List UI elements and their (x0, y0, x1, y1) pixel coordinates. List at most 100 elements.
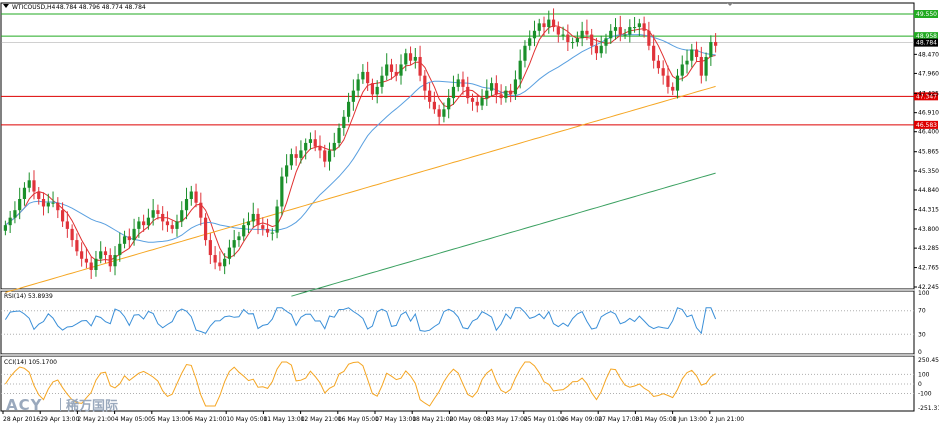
candle-body (642, 23, 646, 31)
rsi-line (4, 307, 717, 335)
candle-body (3, 225, 7, 231)
candle-body (590, 34, 594, 46)
candle-body (232, 240, 236, 248)
candle-body (242, 225, 246, 237)
candle-body (132, 228, 136, 241)
candle-body (146, 217, 150, 226)
candle-body (466, 86, 470, 99)
rsi-tick-label: 100 (918, 290, 930, 297)
candle-body (408, 53, 413, 61)
candle-body (294, 154, 298, 158)
candle-body (494, 83, 498, 95)
level-label: 47.347 (916, 93, 937, 100)
price-tick-label: 44.315 (918, 207, 939, 214)
candle-body (313, 139, 317, 147)
candle-body (99, 251, 103, 259)
candle-body (170, 225, 174, 229)
candle-body (280, 176, 284, 207)
candle-body (151, 210, 155, 218)
logo-brand: ACY (6, 396, 43, 414)
time-tick-label: 26 May 09:00 (561, 416, 602, 423)
panel-separator (1, 354, 914, 356)
candle-body (652, 45, 656, 61)
candle-body (442, 109, 446, 117)
price-tick-label: 43.800 (918, 226, 939, 233)
candle-body (542, 23, 546, 28)
time-tick-label: 17 May 13:00 (375, 416, 416, 423)
candle-body (404, 53, 408, 65)
candle-body (399, 64, 403, 76)
cci-axis: 250.4562 100 0 -100 -251.3136 (918, 357, 939, 412)
ma-fast-line (5, 25, 716, 261)
candle-body (70, 228, 74, 241)
rsi-tick-label: 30 (918, 331, 926, 338)
candle-body (709, 42, 713, 57)
candle-body (389, 64, 394, 72)
candle-body (704, 56, 708, 76)
level-price-tag (914, 38, 938, 47)
candle-body (451, 86, 456, 99)
candle-body (142, 221, 146, 226)
candle-body (680, 64, 684, 76)
candle-body (671, 86, 675, 91)
candle-body (18, 198, 22, 211)
candle-body (528, 38, 532, 46)
price-tick-label: 43.285 (918, 245, 939, 252)
candle-body (237, 236, 241, 241)
collapse-arrow-icon[interactable] (3, 4, 9, 8)
candle-body (594, 45, 599, 54)
candle-body (499, 94, 503, 99)
candle-body (75, 240, 79, 252)
candle-body (661, 68, 665, 76)
price-tick-label: 46.910 (918, 110, 939, 117)
time-tick-label: 29 Apr 13:00 (40, 416, 79, 423)
candle-body (518, 60, 522, 80)
time-tick-label: 2 Jun 21:00 (710, 416, 744, 423)
candle-body (337, 127, 341, 143)
candle-body (637, 23, 641, 28)
price-tick-label: 46.400 (918, 129, 939, 136)
candle-body (342, 116, 346, 128)
candle-body (694, 49, 699, 57)
logo-cn: 稀万国际 (66, 398, 118, 414)
rsi-title: RSI(14) 53.8939 (4, 293, 53, 300)
candle-body (632, 27, 637, 29)
time-tick-label: 31 May 05:00 (635, 416, 676, 423)
candle-body (275, 206, 279, 233)
price-tick-label: 44.840 (918, 187, 939, 194)
candle-body (513, 79, 518, 95)
time-axis: 28 Apr 2016 29 Apr 13:002 May 21:00 4 May … (2, 411, 744, 423)
candle-body (475, 101, 479, 106)
candle-body (32, 180, 36, 192)
candle-body (213, 255, 217, 263)
candle-body (41, 198, 46, 207)
candle-body (323, 150, 327, 162)
candle-body (351, 90, 355, 102)
candle-body (380, 75, 384, 87)
time-tick-label: 18 May 21:00 (412, 416, 453, 423)
candle-body (385, 64, 389, 76)
ma-mid-line (5, 34, 716, 243)
time-tick-label: 5 May 13:00 (152, 416, 190, 423)
price-tick-label: 45.350 (918, 168, 939, 175)
candle-body (647, 30, 651, 46)
candle-body (580, 30, 584, 39)
candle-body (180, 210, 184, 222)
cci-line (4, 361, 716, 407)
level-price-tag (914, 32, 938, 41)
candle-body (175, 221, 179, 229)
time-tick-label: 4 May 05:00 (115, 416, 153, 423)
time-tick-label: 11 May 13:00 (263, 416, 304, 423)
rsi-tick-label: 0 (918, 349, 922, 356)
candle-body (84, 258, 89, 263)
candle-body (551, 19, 556, 28)
candle-body (165, 221, 170, 226)
candle-body (556, 27, 560, 35)
candle-body (437, 109, 441, 117)
price-tick-label: 42.245 (918, 284, 939, 291)
candle-body (618, 27, 622, 35)
cci-tick-label: -100 (918, 391, 932, 398)
candle-body (699, 56, 703, 76)
